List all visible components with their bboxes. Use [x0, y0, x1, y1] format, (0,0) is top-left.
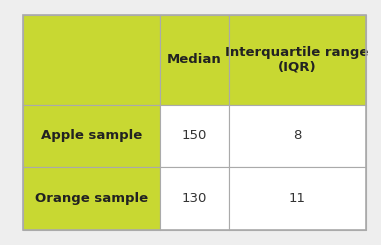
Bar — [229, 105, 366, 167]
Bar — [160, 15, 229, 105]
Text: 130: 130 — [182, 192, 207, 205]
Bar — [23, 105, 160, 167]
Text: Interquartile range
(IQR): Interquartile range (IQR) — [226, 46, 369, 74]
Bar — [23, 167, 160, 230]
Text: 8: 8 — [293, 129, 301, 143]
Bar — [160, 167, 229, 230]
Bar — [23, 15, 366, 230]
Text: Apple sample: Apple sample — [41, 129, 142, 143]
Text: Orange sample: Orange sample — [35, 192, 148, 205]
Text: 150: 150 — [182, 129, 207, 143]
Text: 11: 11 — [289, 192, 306, 205]
Bar — [229, 15, 366, 105]
Bar — [23, 15, 160, 105]
Bar — [160, 105, 229, 167]
Text: Median: Median — [167, 53, 222, 66]
Bar — [229, 167, 366, 230]
